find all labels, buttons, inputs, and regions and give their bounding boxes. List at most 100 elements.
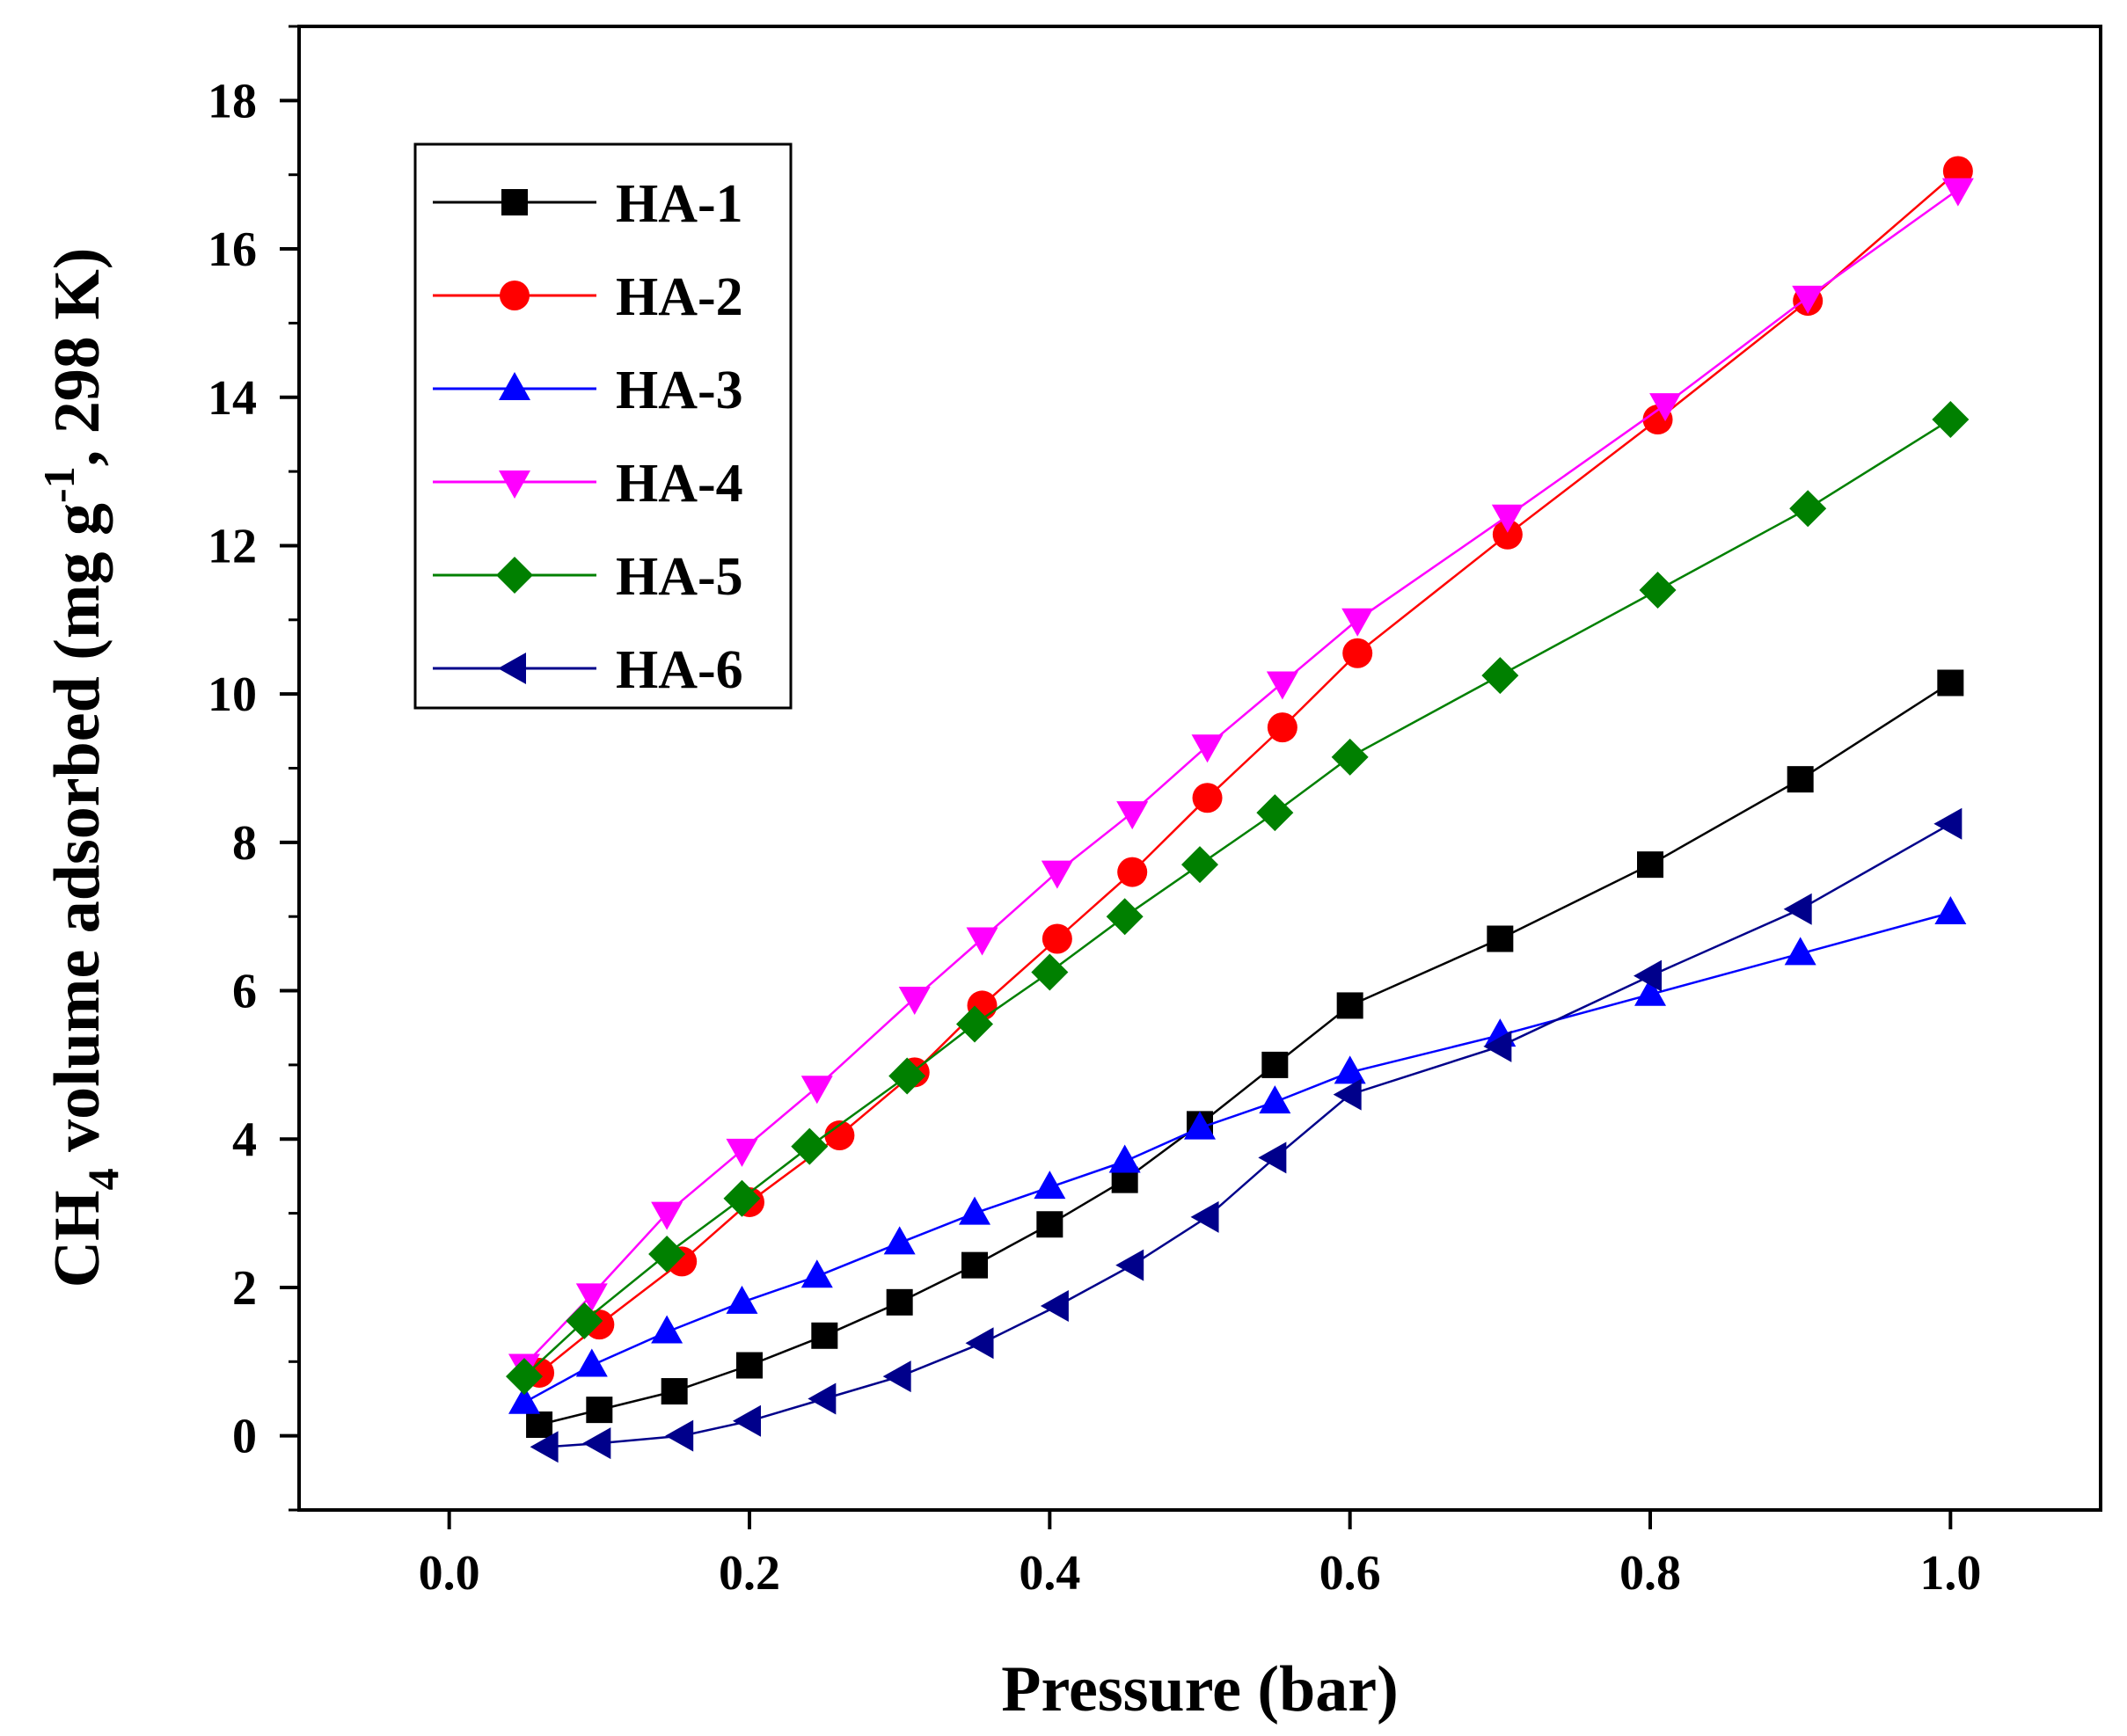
x-tick-label: 0.4 xyxy=(1019,1546,1080,1601)
series-ha-4-point xyxy=(966,927,998,956)
y-axis-title-suffix: , 298 K) xyxy=(41,248,113,467)
series-ha-3-point xyxy=(508,1385,540,1414)
x-tick-label: 1.0 xyxy=(1919,1546,1981,1601)
legend-marker-ha-3 xyxy=(499,372,530,400)
series-ha-6-point xyxy=(1040,1290,1069,1323)
series-ha-6 xyxy=(530,807,1963,1463)
series-ha-5-line xyxy=(523,419,1951,1378)
series-ha-1-point xyxy=(886,1288,913,1316)
series-ha-3-point xyxy=(1634,977,1666,1006)
series-ha-4-line xyxy=(523,188,1959,1367)
series-ha-1-point xyxy=(1261,1051,1289,1078)
series-ha-6-point xyxy=(965,1327,994,1360)
legend-box xyxy=(413,142,793,710)
series-ha-1-point xyxy=(1336,992,1363,1019)
series-ha-5-point xyxy=(1106,898,1144,936)
legend-marker-ha-1 xyxy=(501,189,528,215)
series-ha-6-point xyxy=(808,1382,837,1415)
series-ha-5-point xyxy=(1932,401,1970,439)
series-ha-2-point xyxy=(1117,857,1148,887)
y-tick-label: 4 xyxy=(232,1112,257,1167)
series-ha-5 xyxy=(506,401,1970,1396)
series-ha-4-point xyxy=(575,1283,608,1312)
series-ha-6-point xyxy=(1483,1030,1512,1062)
legend-label-ha-4: HA-4 xyxy=(616,454,743,514)
series-ha-1 xyxy=(526,669,1964,1438)
series-ha-6-point xyxy=(530,1431,559,1463)
series-ha-6-point xyxy=(882,1360,911,1393)
series-ha-3-point xyxy=(1108,1144,1141,1173)
y-tick-label: 14 xyxy=(208,371,257,426)
series-ha-1-point xyxy=(661,1378,688,1405)
series-ha-2-line xyxy=(538,170,1959,1374)
legend-marker-ha-4 xyxy=(499,470,530,499)
series-ha-1-point xyxy=(1036,1211,1064,1238)
y-tick-label: 2 xyxy=(232,1261,257,1316)
series-ha-5-point xyxy=(648,1235,686,1273)
series-ha-3-point xyxy=(1259,1085,1291,1114)
series-ha-5-point xyxy=(791,1127,829,1165)
series-ha-3-line xyxy=(523,911,1951,1404)
series-ha-5-point xyxy=(1181,846,1218,884)
series-ha-4-point xyxy=(1941,178,1974,207)
series-ha-6-point xyxy=(733,1404,761,1437)
series-ha-3 xyxy=(508,895,1967,1414)
x-axis: 0.0 0.2 0.4 0.6 0.8 1.0 xyxy=(419,1510,1981,1601)
legend-label-ha-5: HA-5 xyxy=(616,547,743,607)
series-ha-3-point xyxy=(1034,1171,1066,1200)
series-ha-1-point xyxy=(1937,669,1964,697)
series-ha-4-point xyxy=(1649,393,1682,422)
series-ha-1-point xyxy=(811,1322,838,1349)
series-ha-4 xyxy=(508,178,1974,1382)
series-ha-4-point xyxy=(1792,285,1824,314)
series-ha-5-point xyxy=(956,1005,993,1043)
series-ha-5-point xyxy=(506,1358,543,1396)
y-tick-label: 0 xyxy=(232,1410,257,1464)
x-tick-label: 0.8 xyxy=(1619,1546,1681,1601)
series-ha-1-point xyxy=(736,1352,763,1379)
legend: HA-1 HA-2 HA-3 HA-4 HA-5 HA-6 xyxy=(413,142,793,710)
series-ha-3-point xyxy=(1934,895,1967,924)
x-tick-label: 0.6 xyxy=(1319,1546,1381,1601)
series-ha-4-point xyxy=(1116,801,1149,830)
legend-label-ha-3: HA-3 xyxy=(616,361,743,420)
series-ha-4-point xyxy=(726,1138,758,1167)
series-ha-4-point xyxy=(1041,860,1073,889)
y-tick-label: 6 xyxy=(232,965,257,1019)
series-ha-6-point xyxy=(1258,1142,1287,1174)
series-ha-4-point xyxy=(1491,504,1524,533)
series-ha-6-point xyxy=(1634,959,1662,992)
series-ha-5-point xyxy=(1639,572,1677,609)
series-ha-3-point xyxy=(1334,1055,1366,1084)
series-ha-2-point xyxy=(1042,923,1072,954)
x-tick-label: 0.2 xyxy=(719,1546,780,1601)
series-ha-6-point xyxy=(1190,1200,1219,1233)
series-ha-5-point xyxy=(1789,490,1827,528)
series-ha-4-point xyxy=(898,986,931,1015)
legend-marker-ha-6 xyxy=(498,653,526,684)
legend-label-ha-1: HA-1 xyxy=(616,174,743,234)
legend-marker-ha-2 xyxy=(500,281,530,310)
series-layer xyxy=(506,156,1974,1463)
series-ha-3-point xyxy=(651,1315,683,1344)
series-ha-6-point xyxy=(1115,1249,1144,1281)
series-ha-4-point xyxy=(651,1201,683,1230)
series-ha-4-point xyxy=(800,1076,833,1105)
series-ha-1-point xyxy=(961,1251,988,1279)
series-ha-6-point xyxy=(582,1427,611,1460)
series-ha-4-point xyxy=(1266,671,1298,700)
series-ha-5-point xyxy=(1256,794,1294,832)
series-ha-1-point xyxy=(1637,851,1663,879)
y-axis-title-prefix: CH xyxy=(41,1190,113,1287)
y-axis-title: CH4 volume adsorbed (mg g-1, 298 K) xyxy=(34,248,128,1288)
series-ha-2-point xyxy=(1342,638,1373,668)
series-ha-5-point xyxy=(888,1057,926,1095)
legend-label-ha-6: HA-6 xyxy=(616,640,743,700)
series-ha-6-line xyxy=(546,822,1951,1448)
series-ha-3-point xyxy=(1184,1111,1216,1140)
y-axis-title-superscript: -1 xyxy=(34,466,84,503)
x-tick-label: 0.0 xyxy=(419,1546,480,1601)
series-ha-3-point xyxy=(883,1226,916,1255)
y-axis-title-subscript: 4 xyxy=(78,1168,128,1190)
